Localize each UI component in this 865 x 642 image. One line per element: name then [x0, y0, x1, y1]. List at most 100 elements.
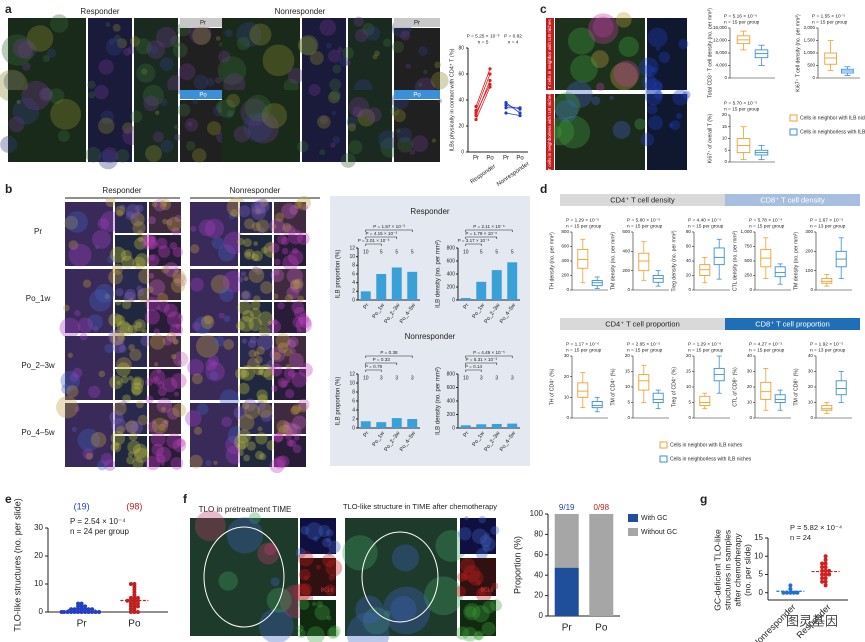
- micrograph-texture: [132, 256, 146, 270]
- point: [488, 78, 492, 83]
- y-tick-label: 6: [352, 398, 355, 404]
- micrograph-texture: [309, 51, 324, 66]
- micrograph-texture: [200, 315, 215, 329]
- micrograph-texture: [178, 314, 183, 319]
- micrograph: [149, 436, 181, 467]
- micrograph-texture: [454, 585, 467, 598]
- micrograph-texture: [143, 95, 159, 112]
- micrograph: [274, 336, 306, 367]
- micrograph-texture: [162, 377, 178, 393]
- micrograph: [115, 436, 147, 467]
- micrograph-texture: [119, 345, 127, 353]
- micrograph-texture: [236, 441, 247, 452]
- box: [638, 374, 650, 391]
- p-value: P = 1.79 × 10⁻⁶: [465, 231, 497, 236]
- y-tick-label: 800: [561, 229, 569, 234]
- y-axis-label: TLO-like structures (no. per slide): [12, 498, 22, 632]
- y-tick-label: 10: [349, 254, 355, 260]
- point: [474, 104, 478, 109]
- micrograph-texture: [242, 291, 250, 299]
- tag: Po: [413, 93, 421, 99]
- y-axis-label: Proportion (%): [512, 536, 522, 594]
- micrograph-texture: [288, 249, 304, 266]
- micrograph-texture: [172, 338, 179, 345]
- micrograph-texture: [288, 352, 304, 368]
- y-tick-label: 8,000: [716, 50, 728, 55]
- micrograph-texture: [218, 571, 238, 591]
- p-value: P = 5.70 × 10⁻⁵: [724, 100, 757, 106]
- micrograph-texture: [156, 306, 161, 311]
- micrograph-texture: [260, 409, 273, 422]
- micrograph-texture: [149, 235, 157, 242]
- y-tick-label: 60: [686, 244, 692, 249]
- micrograph-texture: [227, 110, 235, 118]
- micrograph-texture: [26, 25, 54, 52]
- y-tick-label: 500: [807, 63, 815, 68]
- micrograph-texture: [255, 267, 263, 275]
- micrograph-texture: [241, 401, 250, 410]
- micrograph: [274, 369, 306, 400]
- micrograph-texture: [116, 209, 124, 217]
- micrograph-texture: [12, 97, 40, 125]
- y-axis-label: TH of CD4⁺ (%): [549, 368, 555, 405]
- micrograph-texture: [468, 570, 484, 586]
- micrograph-texture: [345, 59, 352, 66]
- p-value: P = 1.29 × 10⁻⁶: [566, 217, 599, 223]
- p-value: P = 4.49 × 10⁻⁵: [473, 350, 505, 355]
- micrograph-texture: [261, 246, 269, 254]
- micrograph-texture: [252, 266, 259, 273]
- micrograph-texture: [269, 363, 283, 377]
- micrograph-texture: [317, 115, 331, 129]
- micrograph-texture: [105, 38, 124, 56]
- y-tick-label: 0: [724, 159, 727, 164]
- micrograph-texture: [293, 278, 304, 289]
- micrograph-texture: [171, 335, 177, 341]
- micrograph-texture: [146, 40, 166, 59]
- n-label: 3: [480, 375, 483, 381]
- micrograph-texture: [116, 425, 125, 435]
- micrograph-texture: [312, 536, 319, 542]
- y-tick-label: 20: [564, 374, 570, 379]
- micrograph-texture: [172, 351, 189, 367]
- micrograph-texture: [357, 108, 376, 127]
- micrograph-texture: [258, 227, 265, 234]
- point: [135, 610, 140, 614]
- micrograph-texture: [298, 362, 313, 377]
- micrograph-texture: [116, 38, 128, 49]
- micrograph-texture: [292, 316, 304, 328]
- micrograph-texture: [241, 369, 250, 378]
- y-tick-label: 4: [352, 407, 355, 413]
- micrograph-texture: [247, 357, 260, 371]
- micrograph-texture: [50, 14, 69, 33]
- micrograph-texture: [253, 351, 260, 357]
- y-axis-label: structures in samples: [722, 530, 732, 610]
- micrograph-texture: [172, 42, 188, 58]
- micrograph-texture: [437, 98, 443, 104]
- y-tick-label: 16,000: [713, 25, 727, 30]
- micrograph-texture: [193, 74, 209, 90]
- point: [76, 610, 81, 614]
- micrograph-texture: [185, 141, 196, 151]
- micrograph-texture: [238, 316, 254, 332]
- micrograph-texture: [474, 631, 483, 641]
- micrograph-texture: [145, 296, 160, 312]
- micrograph-texture: [372, 54, 378, 60]
- group-title: Responder: [410, 207, 449, 216]
- micrograph-texture: [340, 152, 356, 168]
- micrograph-texture: [196, 403, 209, 415]
- micrograph-texture: [104, 459, 116, 471]
- micrograph: [180, 100, 226, 162]
- micrograph-texture: [253, 364, 265, 376]
- micrograph-texture: [172, 438, 187, 453]
- y-tick-label: 2,000: [804, 25, 816, 30]
- tag: Pr: [414, 21, 420, 27]
- y-tick-label: 250: [744, 273, 752, 278]
- micrograph: [115, 269, 147, 300]
- y-tick-label: 80: [686, 229, 692, 234]
- micrograph-texture: [251, 253, 259, 262]
- point: [135, 598, 140, 603]
- micrograph-texture: [596, 82, 605, 92]
- micrograph-texture: [211, 236, 224, 250]
- micrograph-texture: [288, 439, 297, 448]
- micrograph-texture: [137, 289, 145, 297]
